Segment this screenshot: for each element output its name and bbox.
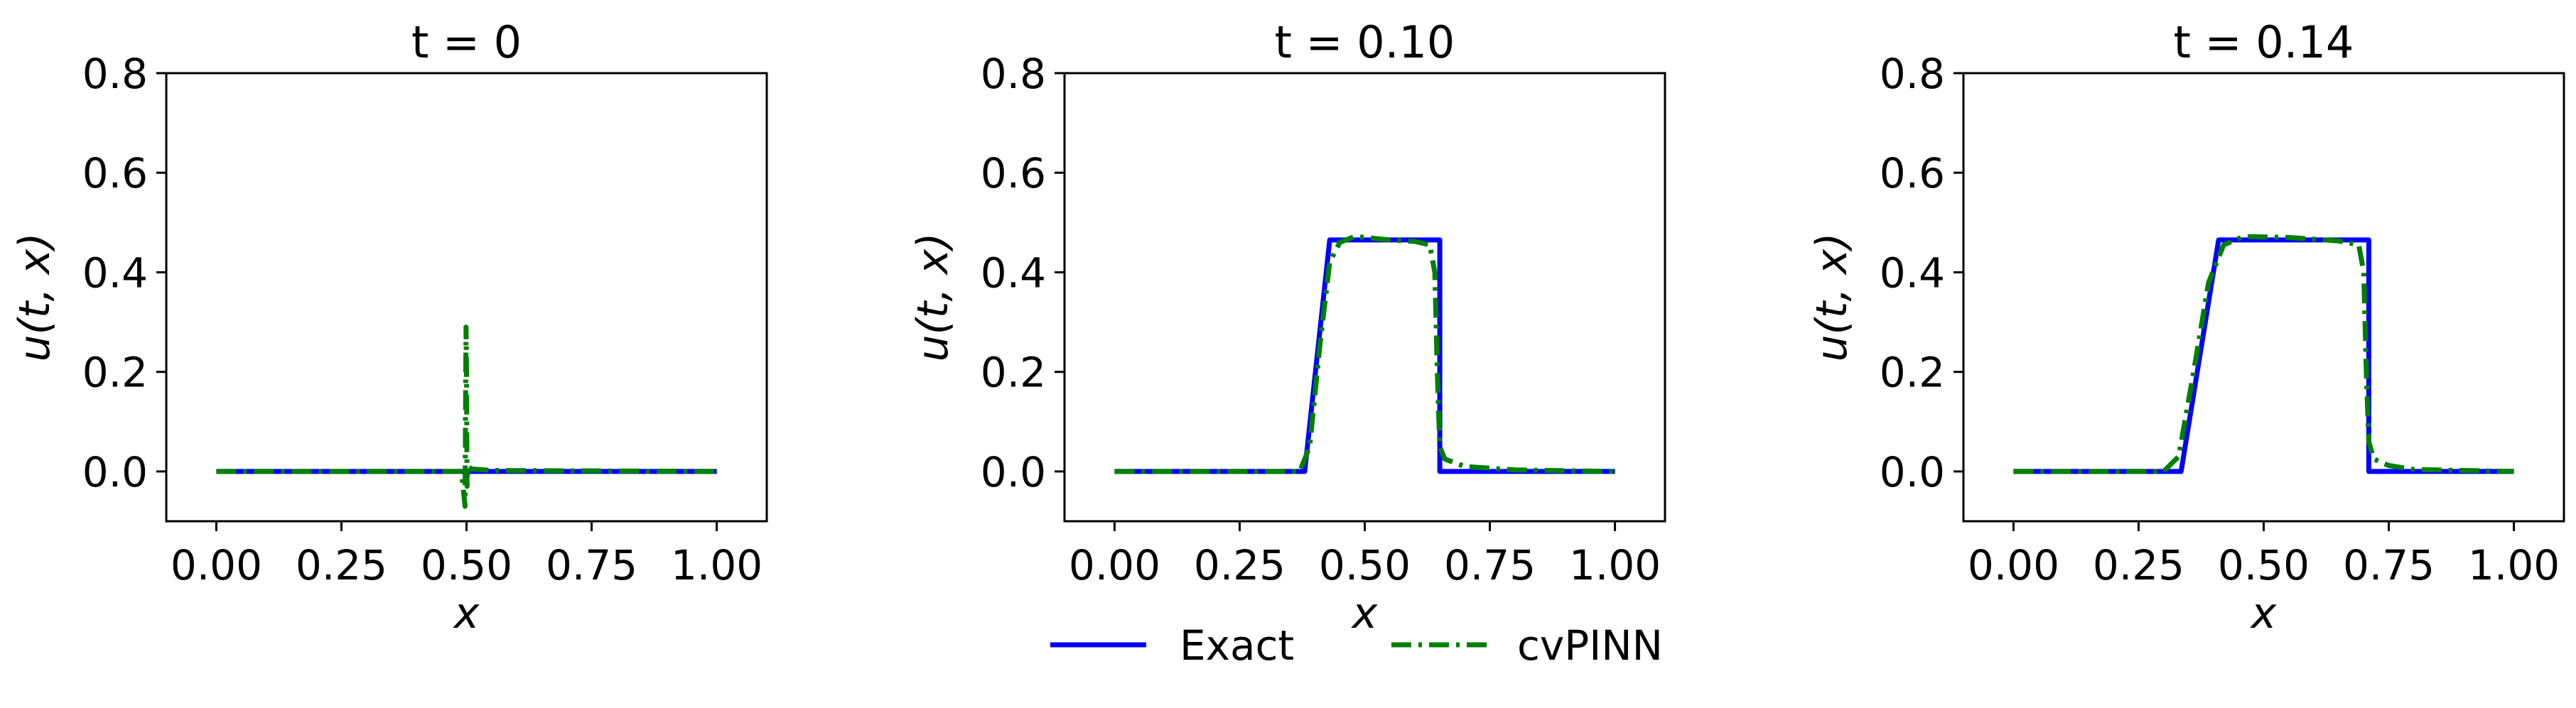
series-cvpinn-line <box>2013 234 2514 474</box>
y-tick-label: 0.0 <box>82 448 148 496</box>
x-tick-label: 1.00 <box>1569 541 1661 589</box>
legend-label: cvPINN <box>1517 621 1663 670</box>
x-tick-label: 0.75 <box>2343 541 2435 589</box>
y-tick-label: 0.6 <box>82 149 148 197</box>
panel-3: 0.00 0.25 0.50 0.75 1.00 0.0 0.2 0.4 0.6 0.8 x u(t,… <box>1807 16 2565 638</box>
x-tick-label: 0.25 <box>1194 541 1286 589</box>
panel-title: t = 0.10 <box>1275 16 1455 68</box>
panel-1: 0.00 0.25 0.50 0.75 1.00 0.0 0.2 0.4 0.6 0.8 x u(t,… <box>10 16 768 638</box>
x-tick-label: 0.75 <box>546 541 637 589</box>
y-tick-label: 0.8 <box>82 50 148 98</box>
x-tick-label: 0.50 <box>421 541 512 589</box>
series-group <box>1114 234 1615 474</box>
x-tick-label: 0.00 <box>1968 541 2059 589</box>
x-tick-label: 0.75 <box>1444 541 1536 589</box>
y-tick-label: 0.6 <box>981 149 1046 197</box>
panel-2: 0.00 0.25 0.50 0.75 1.00 0.0 0.2 0.4 0.6 0.8 x u(t,… <box>908 16 1666 638</box>
series-group <box>216 325 717 509</box>
panels: 0.00 0.25 0.50 0.75 1.00 0.0 0.2 0.4 0.6 0.8 x u(t,… <box>10 16 2565 638</box>
x-tick-label: 0.00 <box>171 541 262 589</box>
legend-entry-exact: Exact <box>1050 621 1294 670</box>
x-tick-label: 0.50 <box>1319 541 1411 589</box>
x-tick-label: 1.00 <box>671 541 762 589</box>
x-tick-label: 0.50 <box>2218 541 2310 589</box>
legend-label: Exact <box>1180 621 1294 670</box>
x-tick-label: 0.25 <box>296 541 387 589</box>
y-tick-label: 0.4 <box>981 249 1046 297</box>
x-tick-label: 1.00 <box>2468 541 2560 589</box>
y-tick-label: 0.8 <box>981 50 1046 98</box>
panel-title: t = 0.14 <box>2174 16 2354 68</box>
y-tick-label: 0.4 <box>82 249 148 297</box>
legend-entry-cvpinn: cvPINN <box>1391 621 1663 670</box>
y-tick-label: 0.6 <box>1880 149 1945 197</box>
series-cvpinn-line <box>216 325 717 509</box>
y-tick-label: 0.0 <box>1880 448 1945 496</box>
x-axis-label: x <box>2250 589 2277 638</box>
y-tick-label: 0.4 <box>1880 249 1945 297</box>
series-group <box>2013 234 2514 474</box>
x-tick-label: 0.00 <box>1069 541 1160 589</box>
legend: Exact cvPINN <box>1050 621 1663 670</box>
y-tick-label: 0.2 <box>981 349 1046 397</box>
x-axis-label: x <box>453 589 480 638</box>
x-axis-label: x <box>1351 589 1378 638</box>
y-tick-label: 0.2 <box>1880 349 1945 397</box>
x-tick-label: 0.25 <box>2093 541 2184 589</box>
y-tick-label: 0.0 <box>981 448 1046 496</box>
y-tick-label: 0.8 <box>1880 50 1945 98</box>
series-cvpinn-line <box>1114 234 1615 474</box>
y-axis-label: u(t, x) <box>10 232 60 361</box>
panel-title: t = 0 <box>411 16 522 68</box>
y-tick-label: 0.2 <box>82 349 148 397</box>
y-axis-label: u(t, x) <box>1807 232 1857 361</box>
y-axis-label: u(t, x) <box>908 232 958 361</box>
